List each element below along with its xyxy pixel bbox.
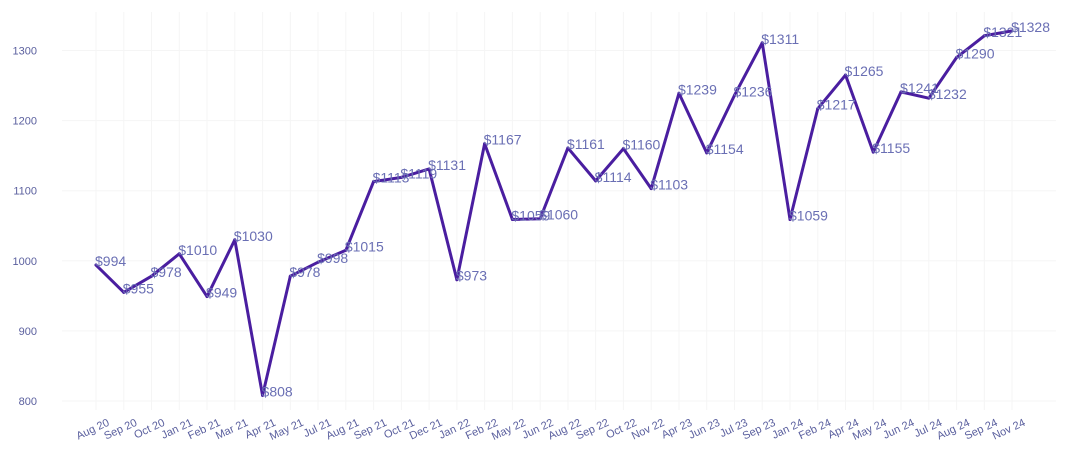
data-label: $1161: [567, 136, 605, 152]
data-label: $1114: [595, 169, 632, 185]
data-point: [844, 73, 848, 77]
data-point: [122, 290, 126, 294]
data-label: $955: [123, 280, 154, 296]
data-point: [455, 278, 459, 282]
data-point: [205, 295, 209, 299]
data-label: $1113: [373, 170, 410, 186]
data-point: [399, 175, 403, 179]
data-point: [427, 167, 431, 171]
data-label: $1217: [817, 97, 856, 113]
data-label: $978: [289, 264, 320, 280]
series-line-layer: [94, 29, 1014, 397]
y-axis-ticks: 800 900 1000 1100 1200 1300: [13, 46, 37, 409]
data-point: [760, 41, 764, 45]
data-point: [955, 56, 959, 60]
data-point: [316, 260, 320, 264]
data-point: [982, 34, 986, 38]
grid-layer: [62, 12, 1056, 410]
data-point: [788, 217, 792, 221]
data-point: [177, 252, 181, 256]
data-label: $1131: [428, 157, 466, 173]
data-label: $1103: [650, 177, 688, 193]
x-tick-label: Jun 23: [687, 417, 722, 442]
data-point: [150, 274, 154, 278]
data-label: $1030: [234, 228, 273, 244]
data-label: $1236: [733, 83, 772, 99]
y-tick-label: 1100: [13, 186, 37, 198]
data-label: $1154: [706, 141, 744, 157]
y-tick-label: 1200: [13, 116, 37, 128]
data-label-layer: $994$955$978$1010$949$1030$808$978$998$1…: [95, 19, 1050, 400]
y-tick-label: 1300: [13, 46, 37, 58]
data-point: [372, 180, 376, 184]
data-label: $1241: [900, 80, 939, 96]
y-tick-label: 800: [19, 396, 37, 408]
data-point: [538, 217, 542, 221]
data-label: $1328: [1011, 19, 1050, 35]
data-point: [816, 107, 820, 111]
data-point: [483, 142, 487, 146]
data-label: $1311: [761, 31, 799, 47]
data-label: $1232: [928, 86, 967, 102]
data-label: $1119: [400, 165, 437, 181]
data-label: $1239: [678, 81, 717, 97]
data-point: [288, 274, 292, 278]
data-point: [621, 147, 625, 151]
data-point: [732, 93, 736, 97]
data-point: [566, 146, 570, 150]
data-label: $1060: [539, 207, 578, 223]
data-point: [871, 150, 875, 154]
y-tick-label: 1000: [13, 256, 37, 268]
data-label: $1059: [789, 207, 828, 223]
data-label: $1167: [484, 132, 522, 148]
data-point: [261, 393, 265, 397]
data-point: [94, 263, 98, 267]
data-label: $1265: [845, 63, 884, 79]
data-point: [344, 248, 348, 252]
data-point: [510, 217, 514, 221]
data-label: $1290: [956, 46, 995, 62]
x-tick-label: Jun 24: [881, 417, 916, 442]
data-point: [233, 238, 237, 242]
y-tick-label: 900: [19, 326, 37, 338]
data-point: [1010, 29, 1014, 33]
data-label: $1160: [622, 137, 660, 153]
data-point: [649, 187, 653, 191]
data-label: $994: [95, 253, 126, 269]
data-point: [705, 151, 709, 155]
data-point: [927, 96, 931, 100]
data-point: [594, 179, 598, 183]
data-label: $1155: [872, 140, 910, 156]
data-label: $949: [206, 285, 237, 301]
data-label: $1059: [511, 207, 550, 223]
data-point: [899, 90, 903, 94]
data-label: $978: [151, 264, 182, 280]
data-label: $1010: [178, 242, 217, 258]
data-label: $1015: [345, 238, 384, 254]
data-label: $808: [262, 383, 293, 399]
data-label: $998: [317, 250, 348, 266]
data-label: $1321: [983, 24, 1022, 40]
data-point: [677, 91, 681, 95]
series-line: [94, 29, 1014, 397]
data-label: $973: [456, 268, 487, 284]
